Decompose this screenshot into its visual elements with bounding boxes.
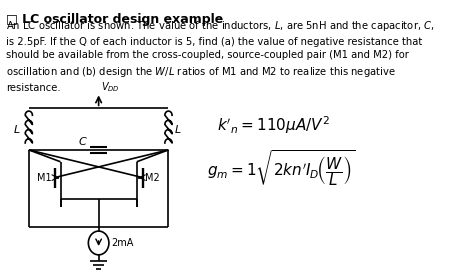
Text: $g_m = 1\sqrt{2kn'I_D\!\left(\dfrac{W}{L}\right)}$: $g_m = 1\sqrt{2kn'I_D\!\left(\dfrac{W}{L… [207, 148, 355, 188]
Text: □ LC oscillator design example: □ LC oscillator design example [6, 13, 223, 26]
Text: $L$: $L$ [173, 123, 181, 135]
Text: $k'_n = 110\mu A/V^2$: $k'_n = 110\mu A/V^2$ [217, 114, 330, 136]
Text: $C$: $C$ [78, 135, 88, 147]
Text: $L$: $L$ [13, 123, 20, 135]
Text: M1: M1 [37, 173, 52, 183]
Text: An LC oscillator is shown. The value of the inductors, $L$, are 5nH and the capa: An LC oscillator is shown. The value of … [6, 19, 434, 93]
Text: $V_{DD}$: $V_{DD}$ [101, 81, 120, 95]
Text: 2mA: 2mA [111, 238, 134, 248]
Text: M2: M2 [146, 173, 160, 183]
